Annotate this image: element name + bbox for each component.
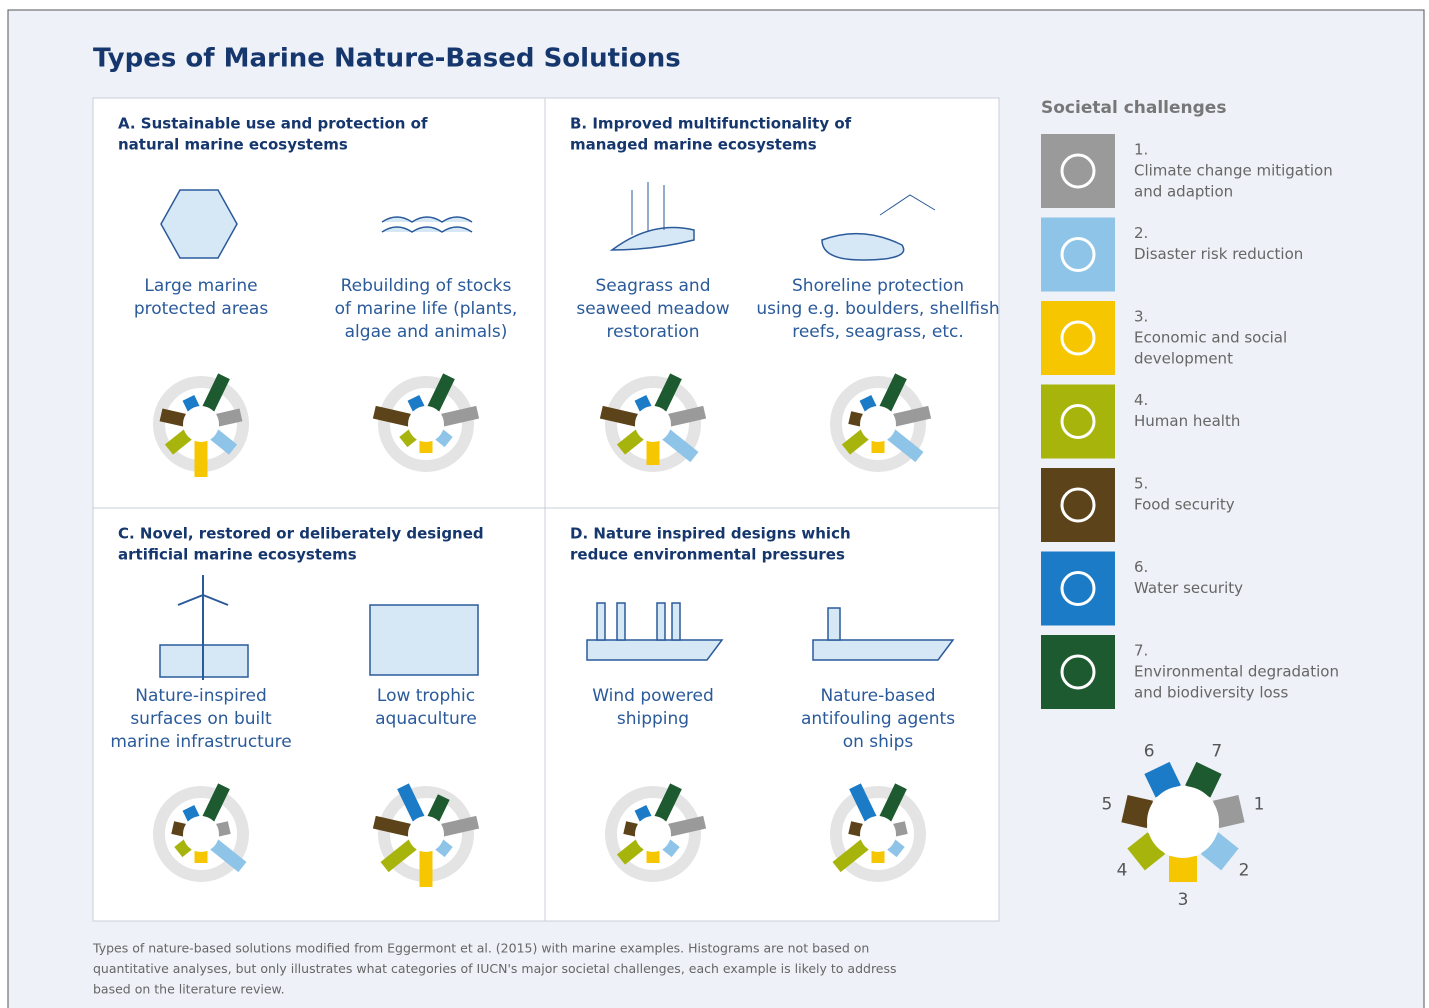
challenge-number: 7. — [1134, 642, 1148, 660]
challenge-number: 6. — [1134, 558, 1148, 576]
panel-heading: artificial marine ecosystems — [118, 546, 357, 564]
example-label: algae and animals) — [345, 322, 508, 342]
challenge-label: Economic and social — [1134, 329, 1287, 347]
caption: Types of nature-based solutions modified… — [92, 941, 869, 956]
challenge-label: and biodiversity loss — [1134, 684, 1288, 702]
example-label: Shoreline protection — [792, 276, 964, 296]
challenge-label: and adaption — [1134, 183, 1233, 201]
challenge-label: Human health — [1134, 412, 1240, 430]
key-number: 4 — [1117, 861, 1128, 881]
wheel-hub — [183, 816, 219, 852]
example-label: Wind powered — [592, 686, 714, 706]
challenge-icon — [1041, 468, 1115, 542]
example-label: of marine life (plants, — [335, 299, 518, 319]
example-label: restoration — [607, 322, 700, 342]
challenge-icon — [1041, 218, 1115, 292]
challenge-number: 4. — [1134, 391, 1148, 409]
example-label: Low trophic — [377, 686, 475, 706]
wheel-hub — [408, 406, 444, 442]
challenge-icon — [1041, 301, 1115, 375]
panel-heading: D. Nature inspired designs which — [570, 525, 851, 543]
wheel-hub — [635, 816, 671, 852]
example-label: protected areas — [134, 299, 269, 319]
example-label: shipping — [617, 709, 689, 729]
panel-heading: reduce environmental pressures — [570, 546, 845, 564]
challenge-label: Water security — [1134, 579, 1243, 597]
radial-bar — [872, 851, 885, 863]
example-label: Large marine — [144, 276, 257, 296]
radial-bar — [420, 851, 433, 887]
challenge-icon — [1041, 134, 1115, 208]
radial-bar — [420, 441, 433, 453]
key-number: 7 — [1211, 742, 1222, 762]
radial-bar — [647, 851, 660, 863]
panel-heading: A. Sustainable use and protection of — [118, 115, 428, 133]
example-label: Seagrass and — [596, 276, 711, 296]
wheel-hub — [860, 816, 896, 852]
radial-bar — [195, 851, 208, 863]
wheel-hub — [635, 406, 671, 442]
radial-bar — [1169, 856, 1197, 882]
wheel-hub — [183, 406, 219, 442]
title: Types of Marine Nature-Based Solutions — [93, 44, 681, 74]
radial-bar — [872, 441, 885, 453]
example-label: antifouling agents — [801, 709, 955, 729]
key-number: 2 — [1239, 861, 1250, 881]
panel-heading: natural marine ecosystems — [118, 136, 348, 154]
example-label: using e.g. boulders, shellfish — [756, 299, 999, 319]
example-label: seaweed meadow — [576, 299, 729, 319]
example-label: aquaculture — [375, 709, 477, 729]
panel-heading: C. Novel, restored or deliberately desig… — [118, 525, 484, 543]
challenge-icon — [1041, 635, 1115, 709]
challenge-label: Disaster risk reduction — [1134, 245, 1303, 263]
example-label: Nature-inspired — [135, 686, 267, 706]
key-number: 1 — [1254, 795, 1265, 815]
panel-heading: managed marine ecosystems — [570, 136, 817, 154]
radial-bar — [195, 441, 208, 477]
challenge-icon — [1041, 552, 1115, 626]
example-label: marine infrastructure — [110, 732, 291, 752]
key-number: 3 — [1178, 890, 1189, 910]
caption: based on the literature review. — [93, 982, 285, 997]
challenge-number: 3. — [1134, 308, 1148, 326]
infographic: Types of Marine Nature-Based Solutions S… — [0, 0, 1429, 1008]
challenge-label: development — [1134, 350, 1233, 368]
challenge-number: 2. — [1134, 224, 1148, 242]
legend-title: Societal challenges — [1041, 98, 1226, 118]
example-label: Rebuilding of stocks — [341, 276, 512, 296]
key-hub — [1147, 786, 1219, 858]
challenge-label: Food security — [1134, 496, 1235, 514]
key-number: 5 — [1102, 795, 1113, 815]
wheel-hub — [860, 406, 896, 442]
wheel-hub — [408, 816, 444, 852]
panel-heading: B. Improved multifunctionality of — [570, 115, 852, 133]
example-label: reefs, seagrass, etc. — [792, 322, 964, 342]
example-label: on ships — [843, 732, 914, 752]
radial-bar — [647, 441, 660, 465]
challenge-icon — [1041, 385, 1115, 459]
challenge-label: Climate change mitigation — [1134, 162, 1333, 180]
example-label: surfaces on built — [130, 709, 272, 729]
challenge-number: 5. — [1134, 475, 1148, 493]
key-number: 6 — [1144, 742, 1155, 762]
challenge-label: Environmental degradation — [1134, 663, 1339, 681]
caption: quantitative analyses, but only illustra… — [93, 961, 897, 976]
example-label: Nature-based — [820, 686, 935, 706]
challenge-number: 1. — [1134, 141, 1148, 159]
